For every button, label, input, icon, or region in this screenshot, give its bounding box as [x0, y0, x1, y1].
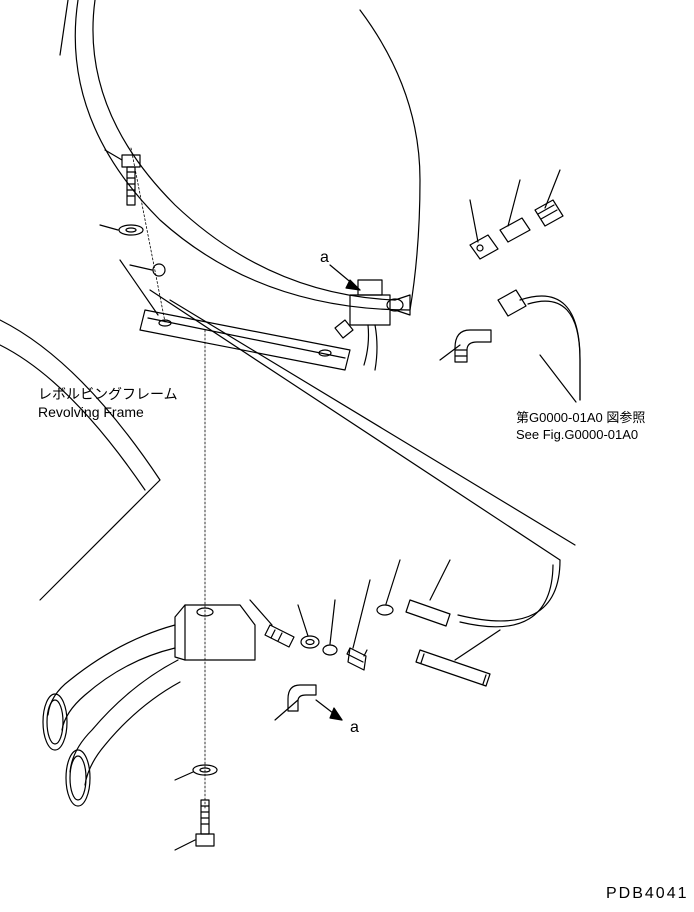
upper-right-fittings — [440, 170, 580, 402]
sleeve-upper — [500, 218, 530, 242]
air-line-tube — [458, 560, 560, 627]
hex-nut-mid — [347, 648, 367, 670]
bolt-top-assembly — [100, 148, 165, 322]
sleeve-mid — [323, 645, 337, 655]
washer-top — [119, 225, 143, 235]
callout-a-top: a — [320, 248, 329, 269]
elbow-fitting — [455, 330, 491, 362]
clamp-tab — [470, 235, 498, 259]
revolving-frame-en: Revolving Frame — [38, 404, 144, 420]
see-fig-label: 第G0000-01A0 図参照 See Fig.G0000-01A0 — [516, 410, 645, 444]
horn-feed-fittings — [250, 560, 560, 720]
hex-ring-2 — [377, 605, 393, 615]
revolving-frame-jp: レボルビングフレーム — [38, 386, 178, 402]
coupling-upper — [535, 200, 563, 226]
arrow-a-bottom — [316, 700, 342, 720]
hose-upper — [520, 296, 580, 400]
arrow-a-top — [330, 265, 360, 290]
valve-assembly — [335, 280, 410, 370]
elbow-small — [288, 685, 316, 711]
air-horn-dual — [43, 605, 255, 806]
see-fig-jp: 第G0000-01A0 図参照 — [516, 410, 645, 425]
tube-sock — [416, 650, 490, 686]
revolving-frame-outline — [0, 0, 575, 600]
callout-a-bottom: a — [350, 718, 359, 739]
revolving-frame-label: レボルビングフレーム Revolving Frame — [38, 385, 178, 421]
sleeve-long — [406, 600, 450, 626]
bolt-bottom-assembly — [175, 765, 217, 850]
hex-ring-1 — [301, 636, 319, 648]
nipple — [265, 625, 294, 647]
technical-diagram — [0, 0, 694, 912]
drawing-code: PDB4041 — [606, 884, 689, 905]
hose-nut — [498, 290, 526, 316]
see-fig-en: See Fig.G0000-01A0 — [516, 427, 638, 442]
mounting-bracket — [120, 260, 350, 370]
